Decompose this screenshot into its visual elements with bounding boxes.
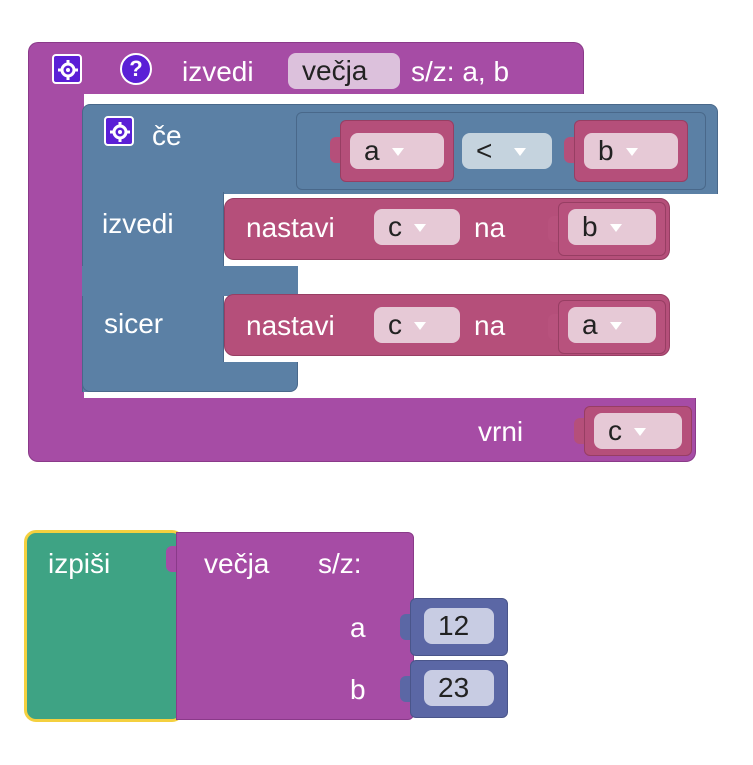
gear-icon[interactable] [104, 116, 134, 146]
call-params-label: s/z: [318, 548, 362, 579]
if-block-mid-bar [82, 266, 298, 296]
compare-operator-dropdown[interactable]: < [462, 133, 552, 169]
condition-right-notch [564, 137, 574, 163]
chevron-down-icon [609, 322, 622, 330]
do-set-var-field[interactable]: c [374, 209, 460, 245]
chevron-down-icon [391, 148, 404, 156]
arg-a-value-field[interactable]: 12 [424, 608, 494, 644]
return-var: c [608, 415, 622, 446]
if-do-label: izvedi [102, 208, 174, 239]
condition-right-var-field[interactable]: b [584, 133, 678, 169]
arg-a-label: a [350, 612, 366, 643]
else-set-value-field[interactable]: a [568, 307, 656, 343]
else-set-value: a [582, 309, 598, 340]
procedure-params: s/z: a, b [411, 56, 510, 87]
if-block-footer [82, 362, 298, 392]
arg-b-value-field[interactable]: 23 [424, 670, 494, 706]
return-label: vrni [478, 416, 524, 447]
else-set-var: c [388, 309, 402, 340]
chevron-down-icon [414, 322, 426, 330]
call-name: večja [204, 548, 270, 579]
do-set-value-field[interactable]: b [568, 209, 656, 245]
return-var-notch [574, 418, 584, 444]
return-var-field[interactable]: c [594, 413, 682, 449]
condition-left-var-field[interactable]: a [350, 133, 444, 169]
procedure-call-block[interactable] [176, 532, 414, 720]
do-set-value: b [582, 211, 598, 242]
do-set-to-label: na [474, 212, 506, 243]
if-else-label: sicer [104, 308, 164, 339]
arg-b-label: b [350, 674, 366, 705]
procedure-def-spine [28, 92, 84, 402]
help-icon[interactable]: ? [120, 53, 152, 85]
do-set-label: nastavi [246, 212, 335, 243]
procedure-keyword: izvedi [182, 56, 254, 87]
arg-a-notch [400, 614, 410, 640]
print-block[interactable] [24, 530, 184, 722]
chevron-down-icon [634, 428, 646, 436]
else-set-label: nastavi [246, 310, 335, 341]
procedure-name: večja [302, 55, 368, 86]
chevron-down-icon [609, 224, 622, 232]
else-set-var-field[interactable]: c [374, 307, 460, 343]
else-set-to-label: na [474, 310, 506, 341]
condition-left-var: a [364, 135, 380, 166]
chevron-down-icon [625, 148, 638, 156]
do-set-var: c [388, 211, 402, 242]
do-set-value-notch [548, 216, 558, 242]
arg-b-value: 23 [438, 672, 470, 703]
gear-icon[interactable] [52, 54, 82, 84]
compare-operator: < [476, 135, 493, 166]
procedure-call-notch [166, 546, 176, 572]
arg-b-notch [400, 676, 410, 702]
else-set-value-notch [548, 314, 558, 340]
arg-a-value: 12 [438, 610, 470, 641]
chevron-down-icon [514, 148, 527, 156]
condition-left-notch [330, 137, 340, 163]
procedure-name-field[interactable]: večja [288, 53, 400, 89]
if-label: če [152, 120, 182, 151]
chevron-down-icon [414, 224, 426, 232]
print-label: izpiši [48, 548, 111, 579]
condition-right-var: b [598, 135, 614, 166]
